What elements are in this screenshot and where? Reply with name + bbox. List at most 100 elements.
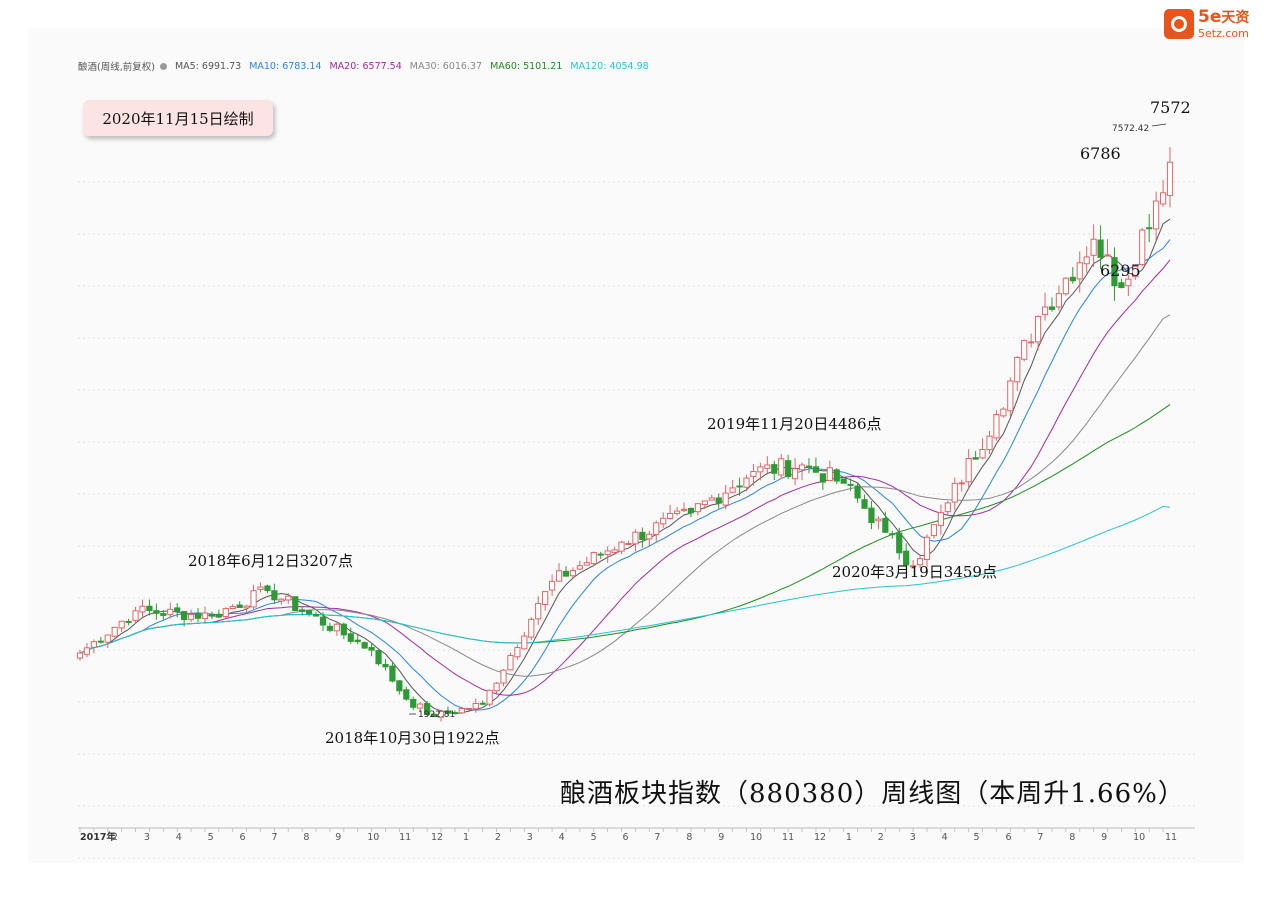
candle — [847, 478, 854, 491]
candle-body — [625, 543, 632, 546]
candle — [1062, 277, 1069, 296]
candle — [819, 473, 826, 490]
candle-body — [187, 613, 195, 620]
candle-body — [472, 703, 479, 710]
candle-body — [514, 647, 521, 658]
site-logo[interactable]: 5e天资 5etz.com — [1164, 8, 1273, 40]
candle — [812, 457, 820, 474]
candle — [1007, 377, 1014, 417]
candle-body — [1000, 408, 1007, 417]
candle — [507, 652, 514, 671]
x-tick-label: 3 — [144, 832, 150, 843]
candle — [472, 698, 479, 713]
candle — [1111, 247, 1118, 301]
candle — [181, 611, 188, 627]
candle — [292, 596, 299, 612]
candle — [76, 649, 84, 661]
logo-brand-cn: 天资 — [1221, 10, 1250, 26]
candle — [222, 607, 229, 619]
moving-average-lines — [79, 218, 1171, 715]
candle — [521, 631, 528, 650]
candle — [424, 700, 431, 718]
candle — [257, 582, 264, 593]
x-tick-label: 6 — [623, 832, 629, 843]
x-tick-label: 11 — [399, 832, 411, 843]
candle — [208, 611, 216, 620]
x-tick-label: 7 — [1037, 832, 1043, 843]
candle-body — [97, 640, 104, 643]
candle — [361, 641, 368, 649]
candle-body — [458, 708, 465, 714]
ma-legend: 酿酒(周线,前复权) MA5: 6991.73 MA10: 6783.14 MA… — [78, 59, 649, 74]
candle-body — [326, 625, 334, 631]
x-tick-label: 4 — [559, 832, 565, 843]
candle — [791, 458, 799, 486]
logo-icon — [1164, 9, 1194, 39]
x-tick-label: 12 — [431, 832, 443, 843]
candle-body — [958, 482, 965, 485]
legend-series-name: 酿酒(周线,前复权) — [78, 62, 155, 73]
candle-body — [493, 682, 500, 692]
candle — [535, 596, 542, 626]
x-tick-label: 12 — [814, 832, 826, 843]
candle-body — [1111, 257, 1118, 287]
ma-line-ma30 — [79, 314, 1171, 677]
candle-body — [76, 652, 84, 659]
candle — [167, 602, 174, 619]
candle — [1083, 246, 1090, 273]
candle — [389, 661, 396, 683]
legend-ma60: MA60: 5101.21 — [490, 60, 563, 72]
candle-body — [916, 558, 924, 566]
candle-body — [583, 562, 590, 566]
settings-dot-icon[interactable] — [159, 62, 167, 70]
candle — [1021, 339, 1028, 362]
candle — [861, 494, 868, 509]
candle — [889, 530, 896, 539]
candle-body — [930, 524, 938, 537]
candle — [986, 431, 993, 454]
candle-body — [264, 585, 271, 592]
gridlines — [78, 181, 1195, 859]
candle — [1097, 225, 1104, 270]
ma-line-ma10 — [79, 239, 1171, 711]
candle — [514, 644, 521, 660]
candle — [930, 524, 938, 539]
candle-body — [840, 478, 847, 484]
candle — [1166, 147, 1174, 208]
x-tick-label: 5 — [591, 832, 597, 843]
candle-body — [424, 703, 431, 715]
candle — [326, 622, 334, 633]
candle-body — [847, 483, 854, 486]
x-tick-label: 6 — [1005, 832, 1011, 843]
high-marker-arrow — [1151, 123, 1167, 127]
candle-body — [660, 517, 667, 525]
candle — [687, 507, 695, 518]
candle — [465, 707, 472, 711]
candle-body — [979, 448, 986, 459]
candle — [910, 560, 917, 569]
x-tick-label: 9 — [335, 832, 341, 843]
candle — [264, 584, 271, 594]
candle — [250, 584, 257, 610]
candle-body — [687, 507, 695, 514]
date-badge: 2020年11月15日绘制 — [83, 100, 273, 136]
candle-body — [986, 435, 993, 451]
candle-body — [542, 591, 549, 605]
candle-body — [729, 487, 736, 493]
candle — [826, 460, 833, 482]
candle-body — [708, 497, 715, 501]
candle — [868, 501, 875, 530]
candle — [410, 696, 417, 711]
candle-body — [229, 605, 236, 610]
candle — [479, 700, 486, 705]
candle — [597, 551, 604, 560]
annotation-2018-high: 2018年6月12日3207点 — [188, 552, 353, 570]
candle-body — [1153, 200, 1160, 230]
candle — [896, 527, 903, 560]
candle — [549, 574, 556, 596]
chart-panel — [28, 28, 1244, 863]
candle-body — [861, 499, 868, 509]
candle-body — [923, 536, 931, 561]
candle — [604, 546, 611, 563]
candle — [97, 636, 104, 644]
